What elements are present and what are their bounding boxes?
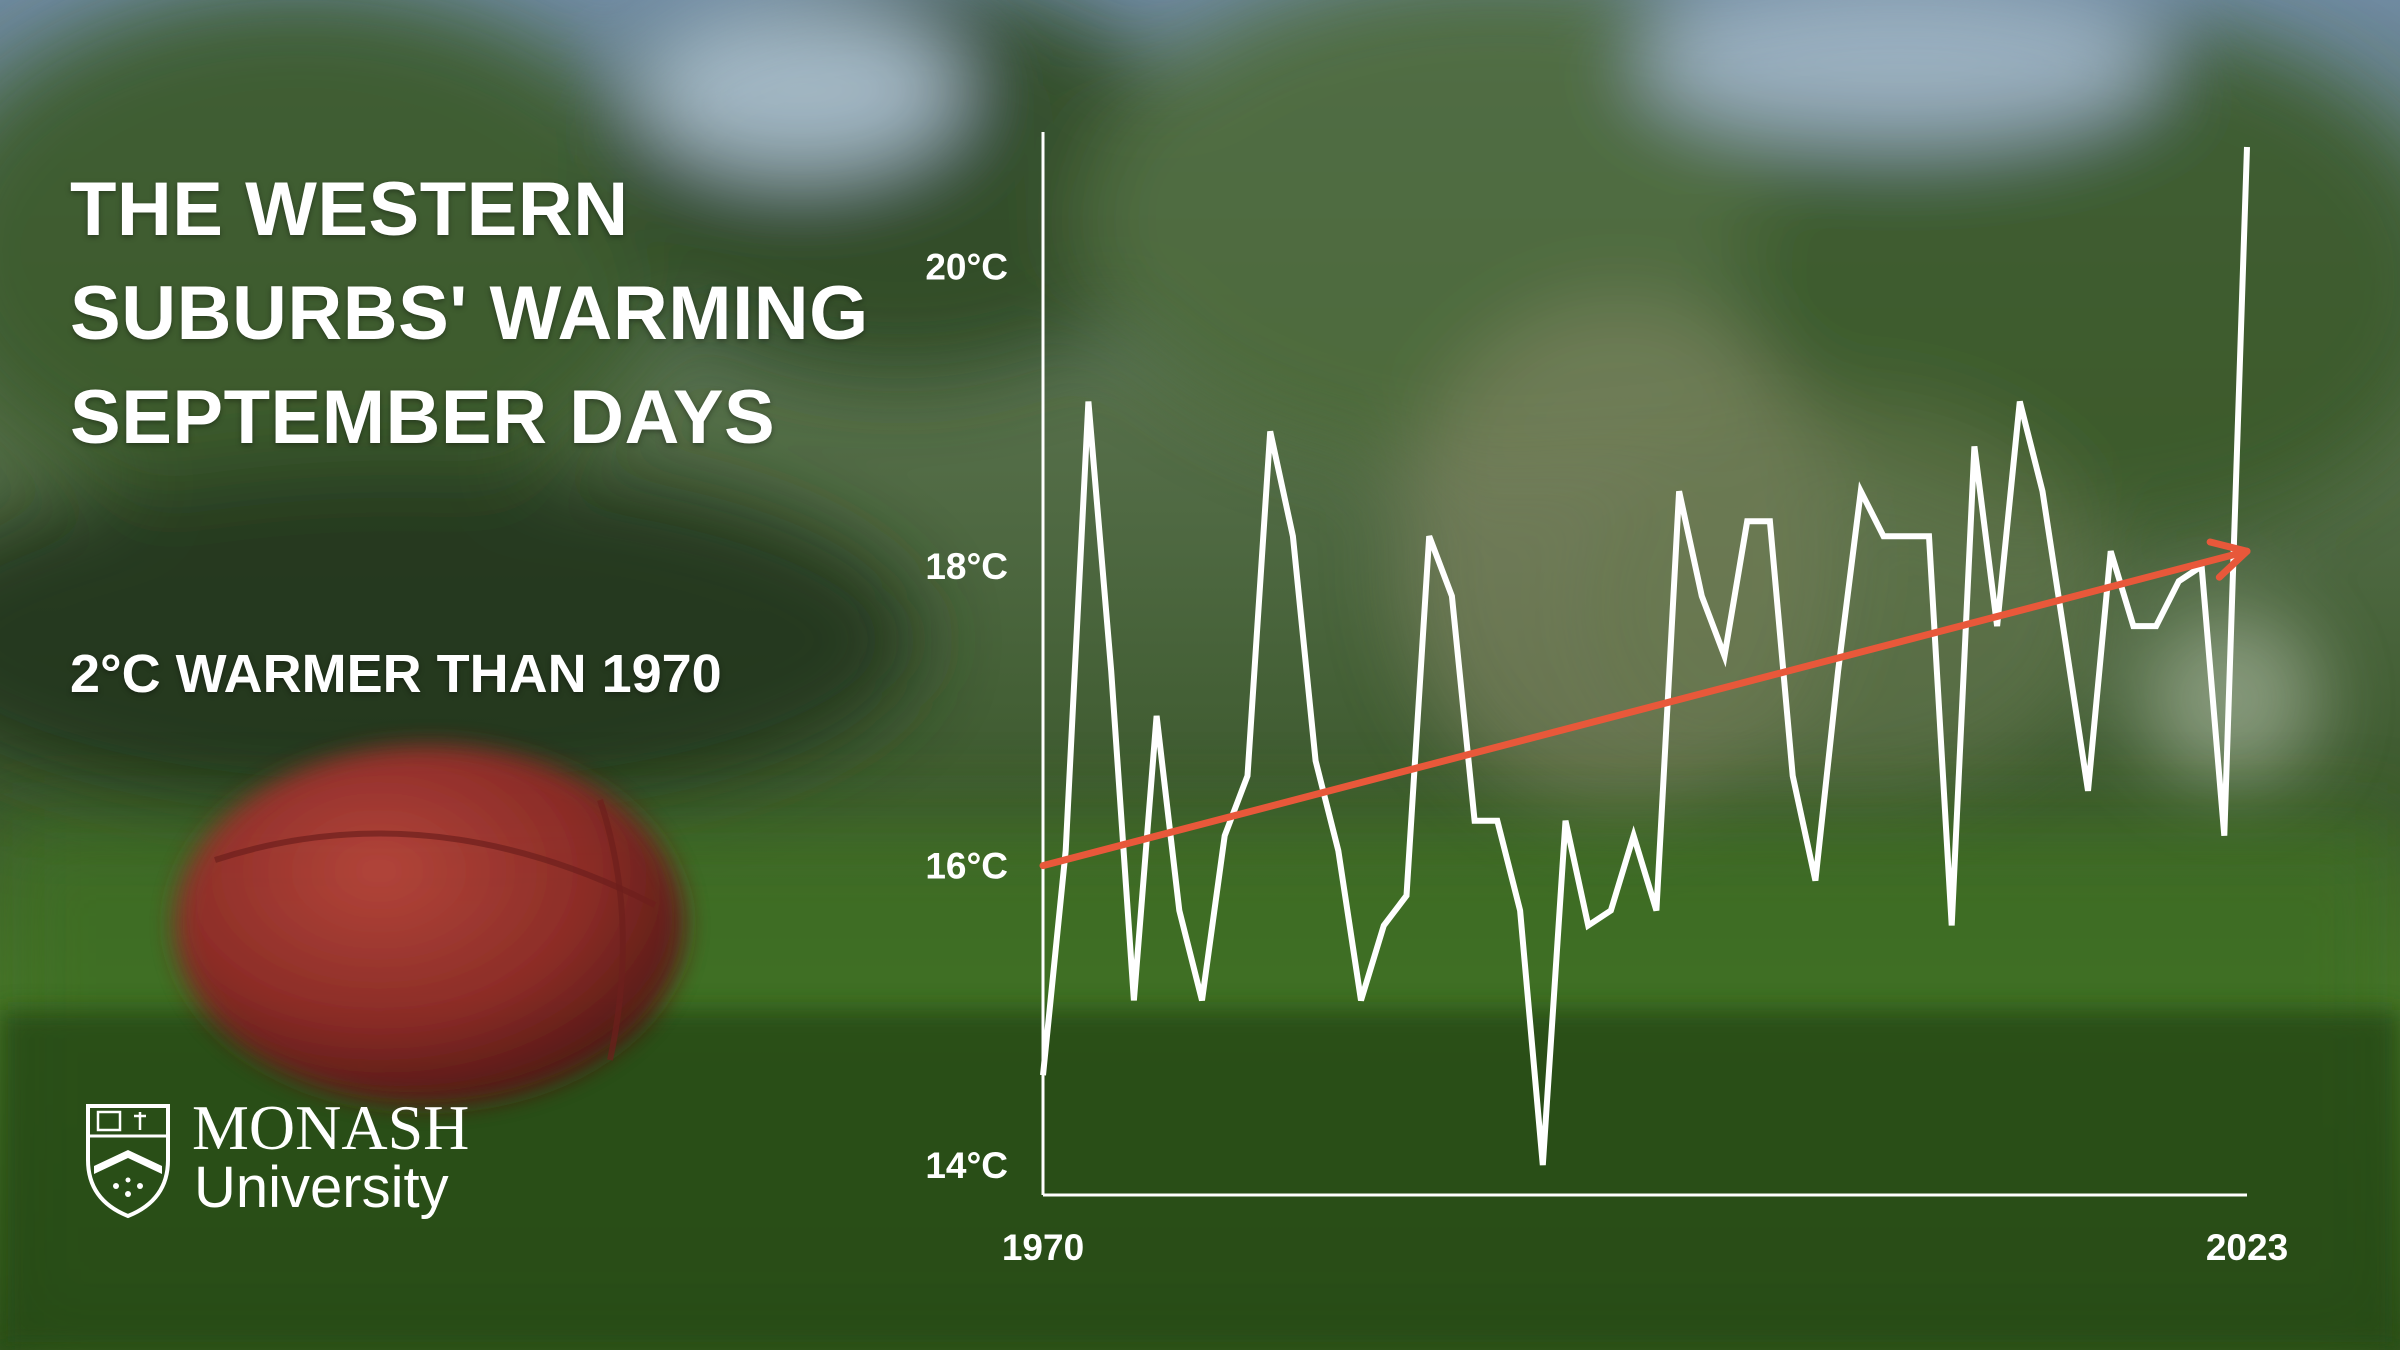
x-tick-label: 2023 — [2206, 1227, 2288, 1268]
title-line-2: SUBURBS' WARMING — [70, 271, 869, 356]
y-tick-label: 16°C — [925, 846, 1008, 887]
y-tick-label: 14°C — [925, 1145, 1008, 1186]
monash-university-logo: MONASH University — [80, 1096, 500, 1226]
y-tick-label: 20°C — [925, 247, 1008, 288]
x-tick-label: 1970 — [1002, 1227, 1084, 1268]
logo-subname: University — [194, 1155, 449, 1220]
chart-title: THE WESTERN SUBURBS' WARMING SEPTEMBER D… — [70, 158, 869, 470]
temperature-series-line — [1040, 146, 2250, 1166]
title-line-3: SEPTEMBER DAYS — [70, 375, 776, 460]
logo-name: MONASH — [192, 1092, 470, 1163]
y-tick-label: 18°C — [925, 546, 1008, 587]
monash-crest-icon — [86, 1104, 170, 1219]
trend-arrowhead — [2206, 538, 2251, 581]
chart-subtitle: 2°C WARMER THAN 1970 — [70, 644, 722, 704]
title-line-1: THE WESTERN — [70, 167, 629, 252]
trend-arrow-line — [1039, 547, 2251, 870]
